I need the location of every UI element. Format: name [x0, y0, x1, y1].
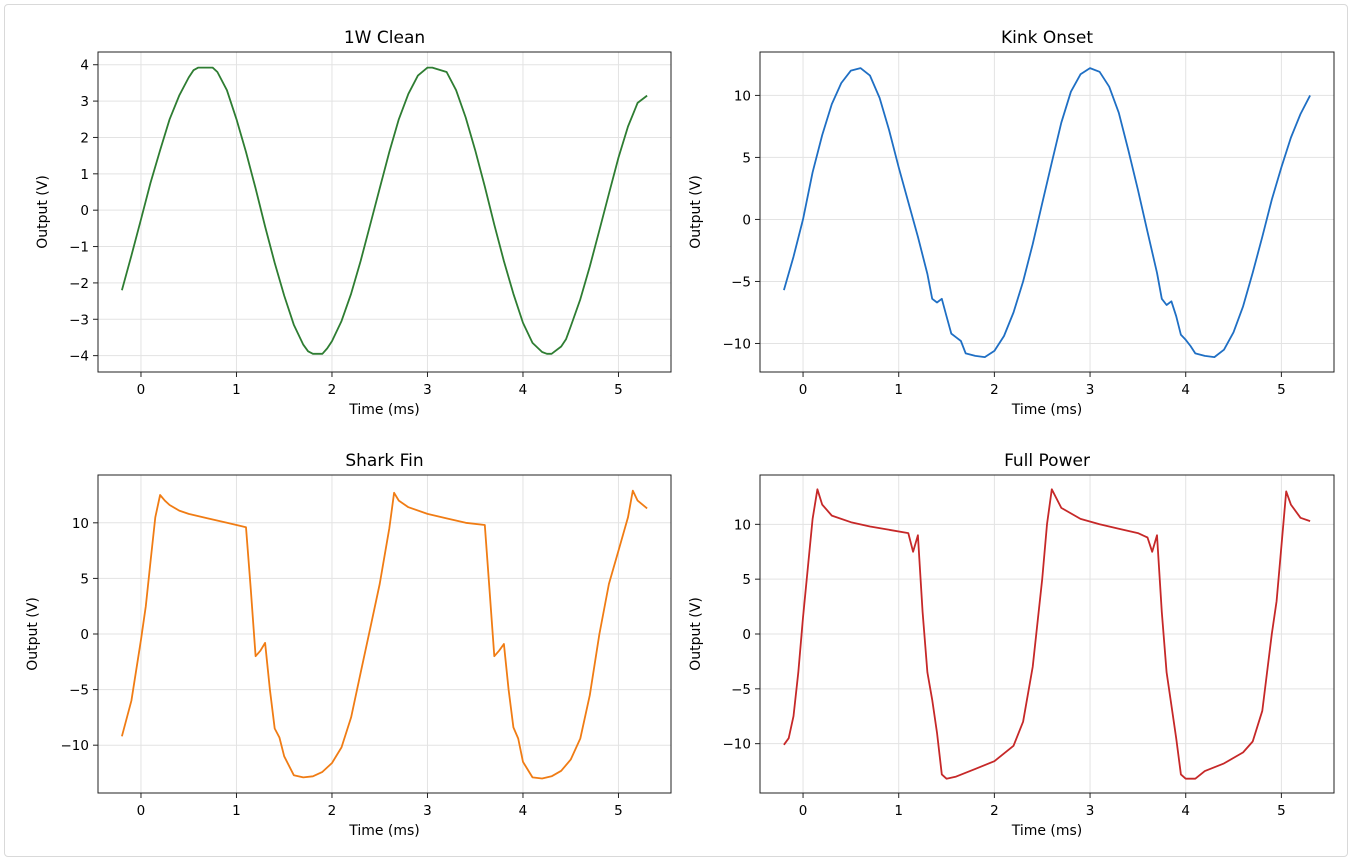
x-tick-label: 5	[1277, 803, 1286, 819]
y-tick-label: −5	[731, 274, 751, 290]
x-tick-label: 0	[137, 803, 146, 819]
subplot-kink-onset: Kink Onset Time (ms) Output (V) 0 1 2 3 4 5 −1…	[688, 28, 1335, 418]
y-tick-label: −5	[69, 683, 89, 699]
x-tick-label: 2	[328, 382, 337, 398]
x-tick-label: 3	[1086, 803, 1095, 819]
x-tick-label: 4	[1181, 803, 1190, 819]
y-tick-label: −10	[723, 336, 752, 352]
y-axis-label: Output (V)	[688, 597, 704, 671]
y-tick-label: 4	[80, 58, 89, 74]
x-tick-label: 1	[894, 803, 903, 819]
y-axis-label: Output (V)	[35, 175, 51, 249]
chart-title: Full Power	[1004, 451, 1090, 471]
chart-title: Kink Onset	[1001, 28, 1093, 48]
y-tick-label: 5	[742, 150, 751, 166]
y-tick-label: 0	[80, 627, 89, 643]
y-tick-label: 3	[80, 94, 89, 110]
y-tick-label: −3	[69, 312, 89, 328]
y-tick-label: −10	[61, 738, 90, 754]
y-tick-label: 1	[80, 167, 89, 183]
plot-area-frame	[759, 51, 1335, 373]
x-tick-label: 0	[799, 382, 808, 398]
x-axis-label: Time (ms)	[348, 402, 420, 418]
x-tick-label: 2	[990, 803, 999, 819]
x-tick-label: 5	[614, 382, 623, 398]
x-tick-label: 5	[614, 803, 623, 819]
chart-title: Shark Fin	[345, 451, 423, 471]
x-axis-label: Time (ms)	[348, 823, 420, 839]
x-tick-label: 3	[1086, 382, 1095, 398]
x-tick-label: 1	[232, 803, 241, 819]
y-tick-label: −4	[69, 349, 89, 365]
x-tick-label: 5	[1277, 382, 1286, 398]
plot-area-frame	[97, 51, 672, 373]
x-tick-label: 3	[423, 803, 432, 819]
y-tick-label: 0	[80, 203, 89, 219]
y-tick-label: 10	[72, 516, 89, 532]
x-tick-label: 0	[799, 803, 808, 819]
x-axis-label: Time (ms)	[1011, 823, 1083, 839]
y-tick-label: −1	[69, 240, 89, 256]
series-line	[783, 67, 1311, 358]
x-tick-label: 0	[137, 382, 146, 398]
y-tick-label: −2	[69, 276, 89, 292]
y-tick-label: −5	[731, 682, 751, 698]
chart-title: 1W Clean	[344, 28, 425, 48]
series-line	[121, 489, 648, 780]
y-tick-label: 0	[742, 627, 751, 643]
y-tick-label: 5	[80, 571, 89, 587]
x-tick-label: 3	[423, 382, 432, 398]
x-tick-label: 4	[1181, 382, 1190, 398]
y-tick-label: 10	[734, 88, 751, 104]
x-tick-label: 1	[894, 382, 903, 398]
y-tick-label: 0	[742, 212, 751, 228]
x-tick-label: 4	[519, 382, 528, 398]
subplot-1w-clean: 1W Clean Time (ms) Output (V) 0 1 2 3 4 5 −4 −3…	[35, 28, 672, 418]
y-tick-label: −10	[723, 737, 752, 753]
y-tick-label: 5	[742, 572, 751, 588]
series-line	[783, 488, 1311, 780]
x-tick-label: 2	[328, 803, 337, 819]
y-tick-label: 10	[734, 517, 751, 533]
y-axis-label: Output (V)	[25, 597, 41, 671]
series-line	[121, 66, 648, 355]
y-tick-label: 2	[80, 130, 89, 146]
subplot-shark-fin: Shark Fin Time (ms) Output (V) 0 1 2 3 4 5 −10…	[25, 451, 672, 839]
x-tick-label: 2	[990, 382, 999, 398]
figure-frame	[4, 4, 1348, 857]
x-tick-label: 4	[519, 803, 528, 819]
x-axis-label: Time (ms)	[1011, 402, 1083, 418]
subplot-full-power: Full Power Time (ms) Output (V) 0 1 2 3 4 5 −1…	[688, 451, 1335, 839]
x-tick-label: 1	[232, 382, 241, 398]
y-axis-label: Output (V)	[688, 175, 704, 249]
